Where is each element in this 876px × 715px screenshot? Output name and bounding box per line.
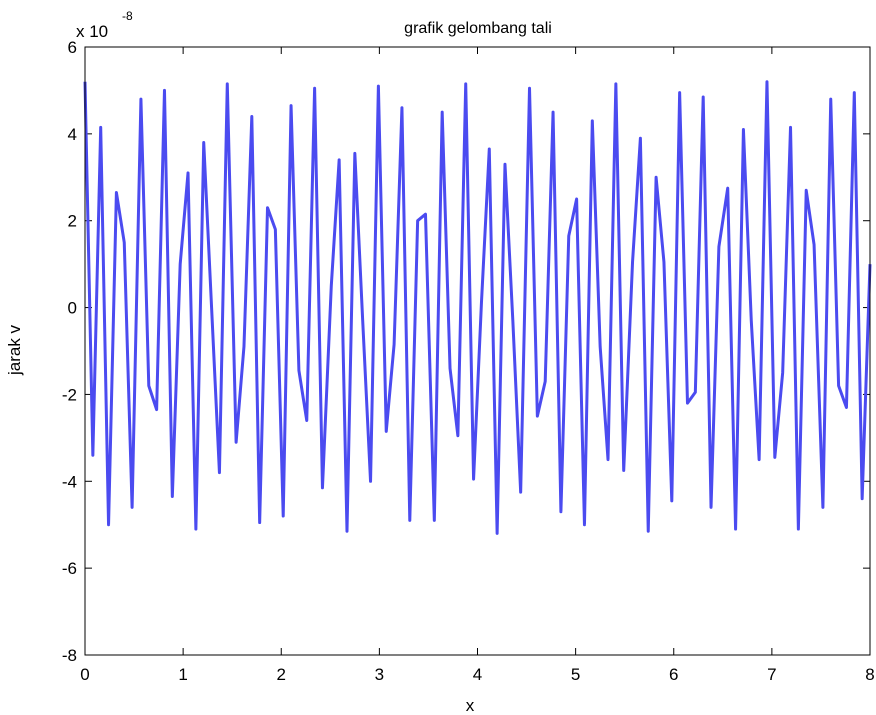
data-line — [83, 80, 872, 535]
x-tick-label: 6 — [669, 665, 678, 684]
y-tick-label: -8 — [62, 646, 77, 665]
x-tick-label: 0 — [80, 665, 89, 684]
x-tick-label: 7 — [767, 665, 776, 684]
x-tick-label: 8 — [865, 665, 874, 684]
y-tick-label: -4 — [62, 472, 77, 491]
x-tick-label: 5 — [571, 665, 580, 684]
axes-frame — [84, 46, 871, 656]
y-tick-label: 6 — [68, 38, 77, 57]
y-multiplier: x 10 — [76, 22, 108, 41]
y-tick-label: 0 — [68, 299, 77, 318]
y-tick-label: -2 — [62, 385, 77, 404]
x-axis-label: x — [466, 696, 475, 715]
x-tick-label: 3 — [375, 665, 384, 684]
chart-title: grafik gelombang tali — [404, 20, 552, 37]
y-axis-label: jarak v — [5, 324, 24, 376]
x-tick-label: 2 — [277, 665, 286, 684]
x-tick-label: 1 — [178, 665, 187, 684]
y-tick-label: 4 — [68, 125, 77, 144]
x-tick-label: 4 — [473, 665, 482, 684]
y-multiplier-exponent: -8 — [122, 9, 133, 23]
y-tick-label: -6 — [62, 559, 77, 578]
y-tick-label: 2 — [68, 212, 77, 231]
